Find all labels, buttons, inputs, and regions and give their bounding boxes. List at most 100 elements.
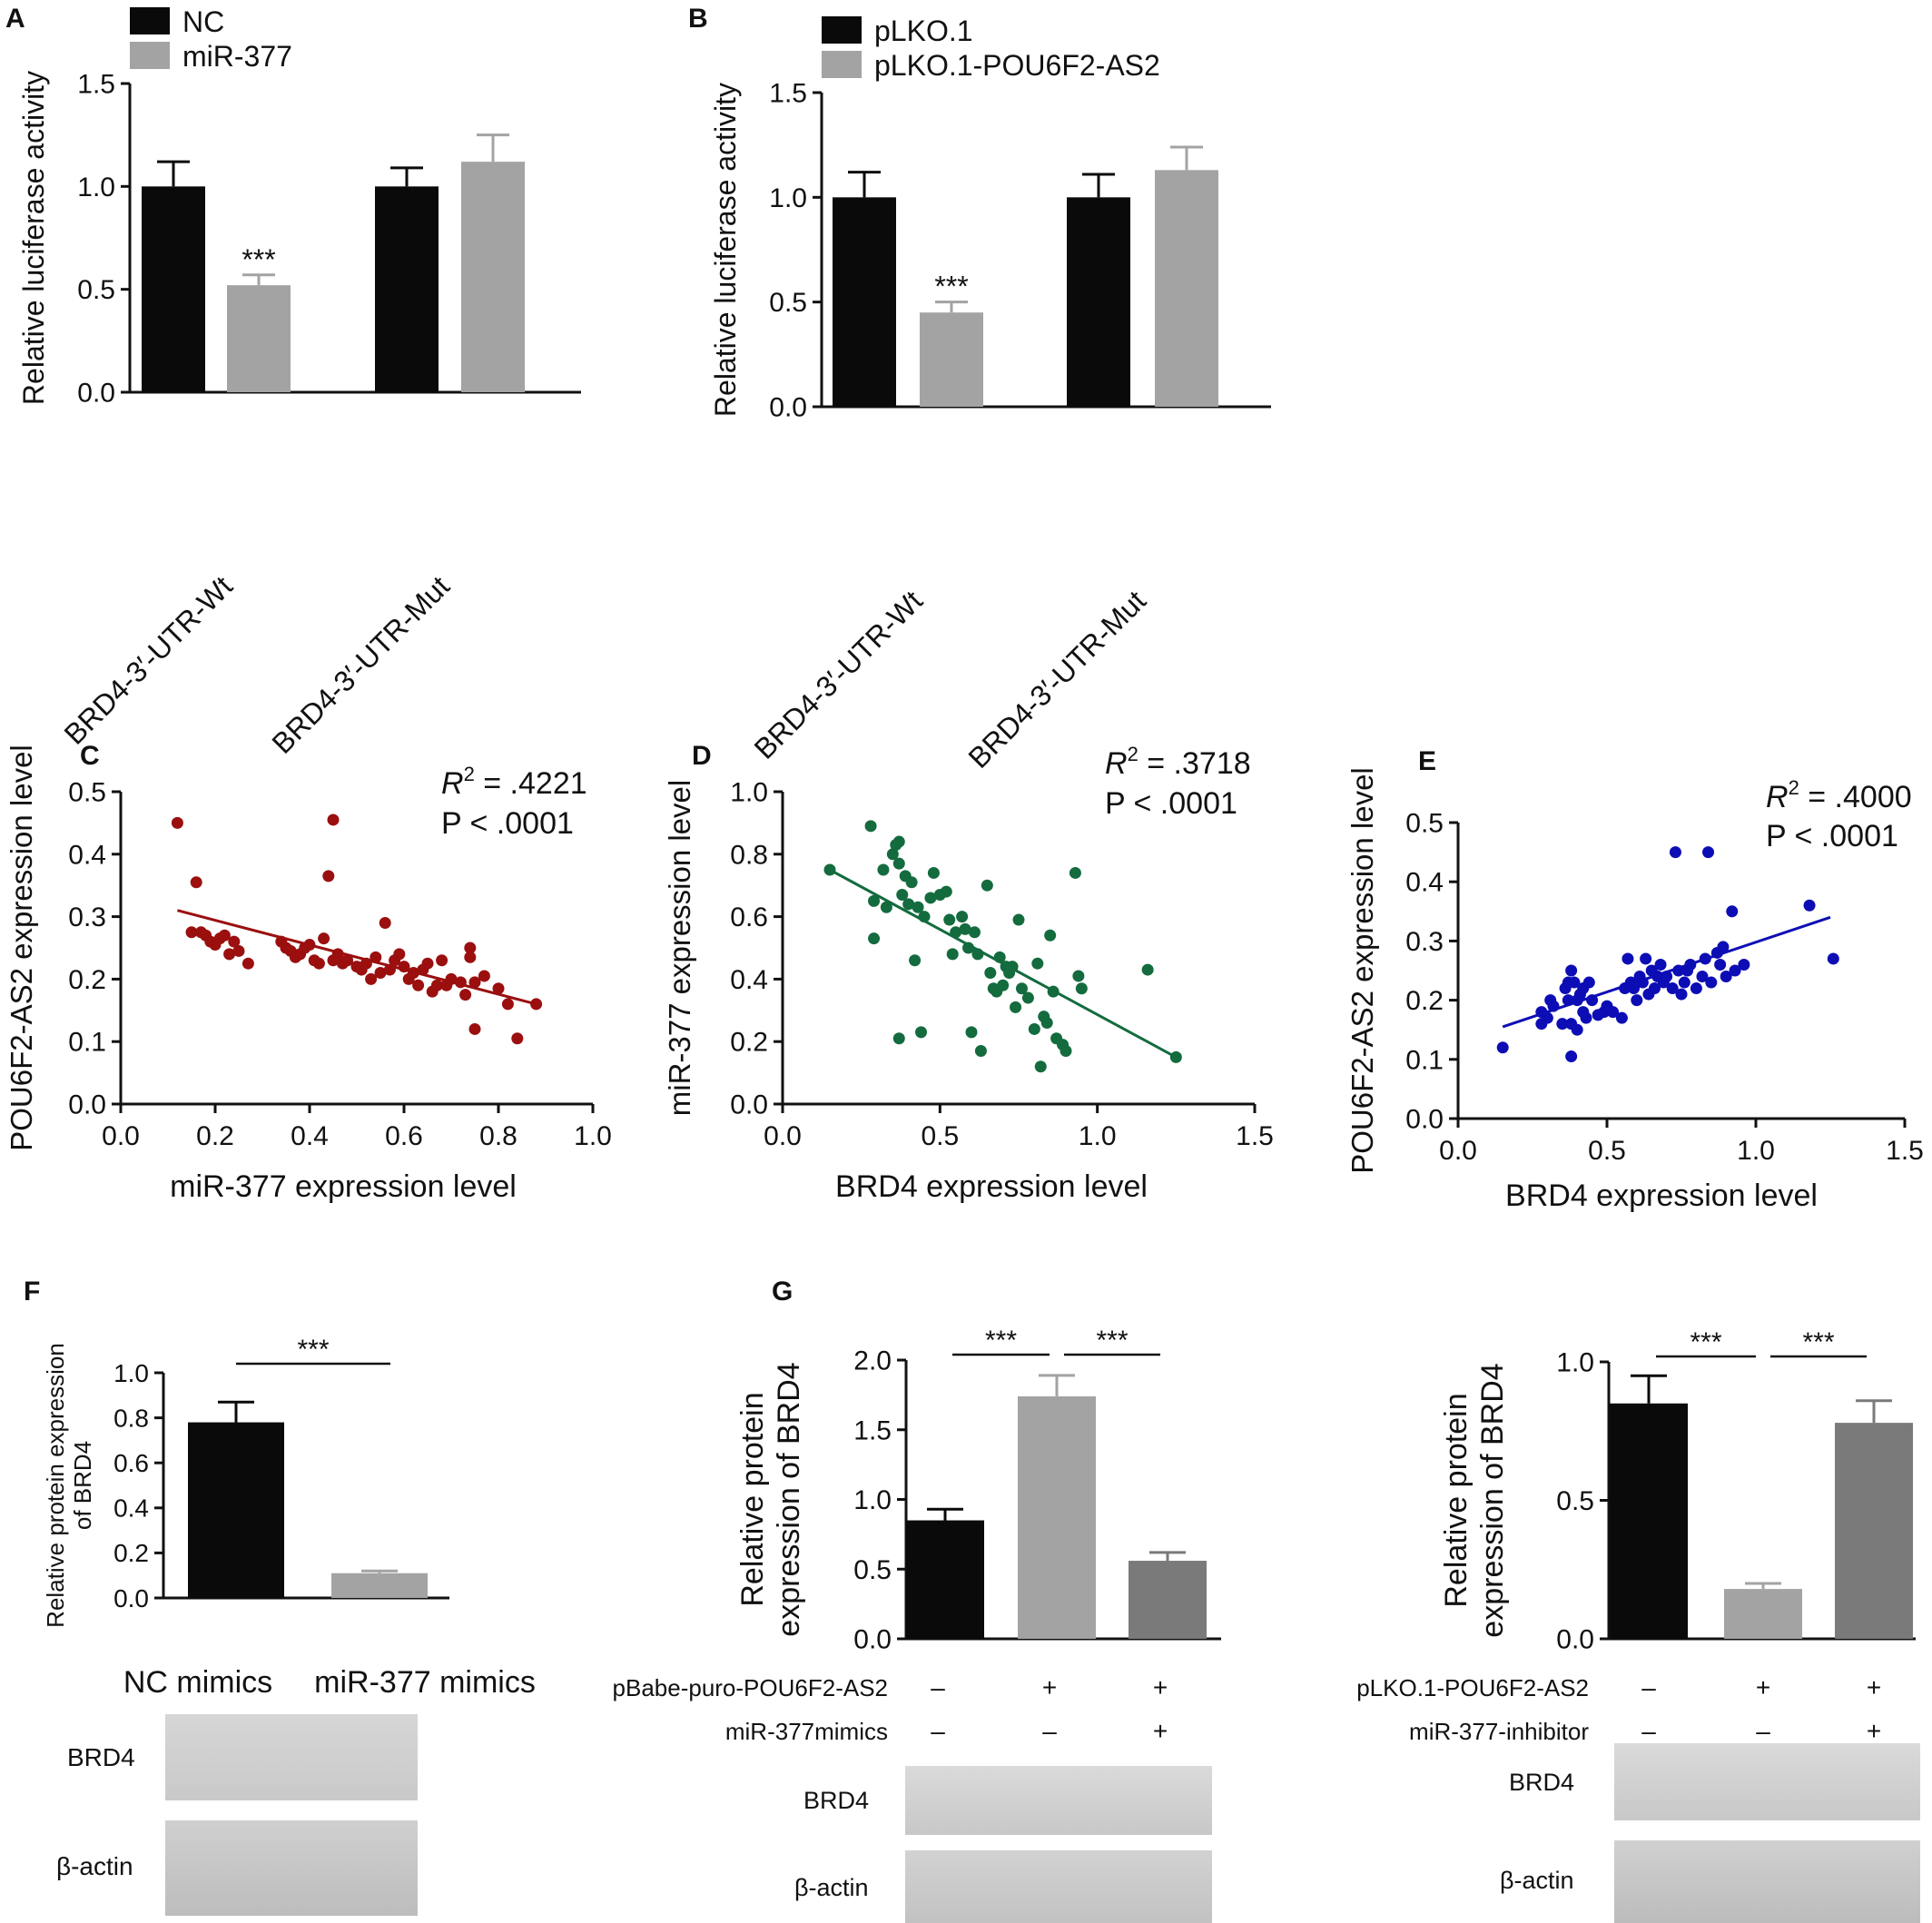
chart-d-point <box>864 820 877 833</box>
chart-e-point <box>1678 976 1690 989</box>
chart-e-p-annotation: P < .0001 <box>1766 819 1898 853</box>
chart-a-legend-label: miR-377 <box>182 40 292 73</box>
chart-c-point <box>468 976 481 989</box>
chart-d-point <box>956 911 969 923</box>
chart-g-bar <box>1129 1561 1207 1639</box>
chart-f-y-tick-label: 0.2 <box>113 1539 149 1567</box>
chart-e-point <box>1622 952 1634 965</box>
chart-d-point <box>984 967 997 980</box>
chart-e-x-label: BRD4 expression level <box>1505 1178 1818 1213</box>
chart-e-point <box>1726 905 1739 918</box>
chart-d-x-tick-label: 1.5 <box>1236 1121 1274 1151</box>
chart-e-point <box>1675 988 1688 1001</box>
chart-b-y-tick-label: 1.5 <box>769 79 807 109</box>
chart-c-point <box>464 951 477 963</box>
chart-c-point <box>242 957 254 970</box>
chart-e-point <box>1666 982 1679 995</box>
chart-f-y-label-line2: of BRD4 <box>69 1441 96 1530</box>
chart-f-bar <box>331 1573 428 1598</box>
chart-g2-bar <box>1724 1589 1802 1639</box>
chart-c-point <box>501 998 514 1011</box>
blot-f-actin <box>165 1820 418 1916</box>
chart-a-significance: *** <box>242 243 275 276</box>
chart-g-bar <box>1018 1395 1096 1639</box>
chart-c-point <box>511 1032 524 1045</box>
chart-d-point <box>1075 982 1088 995</box>
chart-a-bar <box>461 162 525 392</box>
chart-d-x-tick-label: 0.0 <box>764 1121 802 1151</box>
chart-e-point <box>1582 976 1595 989</box>
chart-a-legend-swatch <box>130 42 170 69</box>
chart-b-x-tick-label: BRD4-3′-UTR-Wt <box>748 584 929 764</box>
chart-g2-bar <box>1610 1403 1688 1639</box>
chart-a-y-label: Relative luciferase activity <box>17 71 50 405</box>
blot-g-brd4-label: BRD4 <box>803 1787 870 1814</box>
panel-letter-e: E <box>1418 746 1436 776</box>
chart-d-point <box>959 922 971 935</box>
chart-d-y-tick-label: 0.0 <box>730 1090 768 1120</box>
blot-g-actin-label: β-actin <box>794 1874 869 1901</box>
chart-d-point <box>1141 963 1154 976</box>
chart-e-y-tick-label: 0.4 <box>1405 868 1444 898</box>
chart-c-point <box>393 948 406 961</box>
chart-b-y-label: Relative luciferase activity <box>709 83 742 417</box>
chart-f-y-tick-label: 0.0 <box>113 1584 149 1612</box>
chart-g-condition-mark: + <box>1042 1673 1057 1701</box>
chart-c-point <box>318 932 330 945</box>
chart-c-point <box>327 814 340 826</box>
chart-g-y-tick-label: 0.5 <box>853 1555 892 1585</box>
chart-d-point <box>912 901 924 913</box>
chart-d-point <box>997 979 1010 991</box>
chart-b-bar <box>1067 197 1130 407</box>
chart-c-point <box>365 972 378 985</box>
chart-e-point <box>1738 958 1750 971</box>
chart-g2-y-label-line1: Relative protein <box>1439 1393 1474 1607</box>
blot-g2-brd4-label: BRD4 <box>1509 1769 1575 1796</box>
blot-g2-actin-label: β-actin <box>1500 1867 1574 1894</box>
chart-d-point <box>880 901 892 913</box>
chart-b-legend-label: pLKO.1 <box>874 15 973 47</box>
chart-d-r2-annotation: R2 = .3718 <box>1105 743 1251 781</box>
chart-e-fit-line <box>1502 915 1831 1029</box>
chart-d-point <box>877 863 890 876</box>
chart-a-legend-label: NC <box>182 5 224 38</box>
chart-g-condition-mark: – <box>931 1717 945 1745</box>
chart-d-y-tick-label: 1.0 <box>730 778 768 808</box>
chart-g2-condition-mark: – <box>1756 1717 1770 1745</box>
chart-a-y-tick-label: 0.5 <box>77 275 115 305</box>
chart-c-y-tick-label: 0.5 <box>68 778 106 808</box>
chart-d-point <box>905 876 918 889</box>
chart-d-point <box>909 954 922 967</box>
chart-c-y-label: POU6F2-AS2 expression level <box>5 745 38 1151</box>
chart-d-point <box>1040 1017 1053 1030</box>
chart-g2-condition-label: pLKO.1-POU6F2-AS2 <box>1356 1674 1589 1701</box>
chart-c-point <box>468 1022 481 1035</box>
chart-e-x-tick-label: 0.5 <box>1588 1136 1626 1166</box>
chart-d-point <box>1028 1022 1040 1035</box>
chart-d-x-tick-label: 1.0 <box>1079 1121 1117 1151</box>
chart-d-point <box>1044 929 1057 942</box>
chart-g-y-tick-label: 1.5 <box>853 1415 892 1445</box>
panel-letter-d: D <box>692 741 712 771</box>
chart-d-point <box>981 879 993 892</box>
panel-letter-a: A <box>5 4 25 34</box>
chart-c-fit-line <box>177 909 537 1006</box>
chart-g-significance: *** <box>1096 1326 1128 1356</box>
chart-d-point <box>892 835 905 848</box>
chart-c-point <box>190 876 202 889</box>
chart-a-bar <box>142 186 205 392</box>
chart-b-bar <box>1155 170 1218 407</box>
chart-g2-condition-mark: – <box>1641 1673 1656 1701</box>
chart-d-point <box>868 894 881 907</box>
chart-d-point <box>1034 1060 1047 1073</box>
chart-c-x-tick-label: 1.0 <box>574 1121 612 1151</box>
chart-c-point <box>478 970 490 982</box>
chart-e-point <box>1571 1023 1583 1036</box>
chart-d-point <box>902 898 915 911</box>
chart-d-y-label: miR-377 expression level <box>663 780 696 1117</box>
panel-letter-g: G <box>772 1277 793 1307</box>
chart-b-significance: *** <box>934 271 968 303</box>
chart-d-point <box>965 1026 978 1039</box>
blot-f-brd4-label: BRD4 <box>67 1743 135 1771</box>
chart-f-y-tick-label: 0.8 <box>113 1404 149 1432</box>
